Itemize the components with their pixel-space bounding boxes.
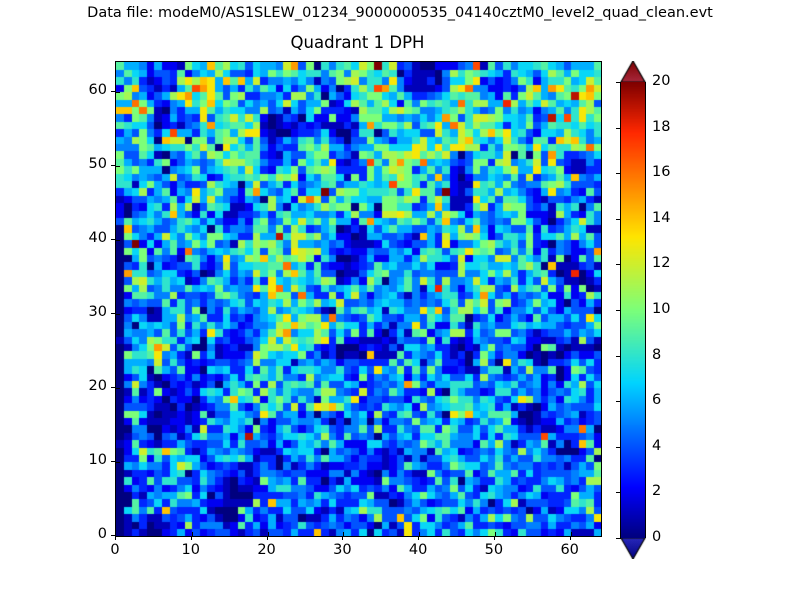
colorbar-tick-mark — [616, 218, 621, 220]
y-tick-label: 50 — [88, 155, 107, 172]
y-tick-mark — [111, 164, 115, 166]
y-tick-inner — [116, 313, 120, 315]
y-tick-label: 30 — [88, 303, 107, 320]
colorbar-tick-mark — [616, 492, 621, 494]
x-tick-label: 20 — [257, 542, 276, 558]
y-tick-mark — [111, 238, 115, 240]
page-title: Quadrant 1 DPH — [290, 33, 425, 52]
x-tick-inner — [191, 532, 193, 536]
y-tick-label: 0 — [97, 526, 107, 542]
y-tick-label: 20 — [88, 377, 107, 394]
y-tick-label: 60 — [88, 81, 107, 98]
x-tick-mark — [190, 536, 192, 540]
y-tick-mark — [111, 535, 115, 536]
x-tick-mark — [418, 536, 420, 540]
x-tick-mark — [569, 536, 571, 540]
colorbar-tick-label: 16 — [652, 164, 671, 181]
x-tick-mark — [493, 536, 495, 540]
x-tick-inner — [570, 532, 572, 536]
colorbar-under-arrow-icon — [620, 538, 646, 559]
colorbar-tick-label: 8 — [652, 346, 662, 363]
y-tick-inner — [116, 387, 120, 389]
colorbar-tick-label: 0 — [652, 529, 662, 545]
x-tick-label: 50 — [484, 542, 504, 558]
x-tick-label: 0 — [110, 542, 120, 558]
colorbar-tick-label: 6 — [652, 392, 662, 409]
y-tick-inner — [116, 91, 120, 93]
colorbar-tick-mark — [616, 82, 621, 83]
colorbar-tick-mark — [616, 401, 621, 403]
x-tick-inner — [267, 532, 269, 536]
y-tick-mark — [111, 312, 115, 314]
x-tick-label: 10 — [181, 542, 200, 558]
colorbar-tick-mark — [616, 446, 621, 448]
y-tick-label: 40 — [88, 229, 107, 246]
x-tick-mark — [115, 536, 116, 540]
colorbar-tick-label: 14 — [652, 209, 671, 226]
colorbar-tick-label: 10 — [652, 301, 671, 317]
data-file-suptitle: Data file: modeM0/AS1SLEW_01234_90000005… — [87, 5, 713, 21]
y-tick-label: 10 — [88, 451, 107, 468]
colorbar[interactable]: 0 2 4 6 8 10 12 14 16 18 20 — [616, 61, 670, 559]
colorbar-tick-label: 20 — [652, 73, 671, 89]
colorbar-over-arrow-icon — [620, 61, 646, 82]
heatmap-axes[interactable] — [115, 61, 602, 537]
y-tick-inner — [116, 461, 120, 463]
x-tick-inner — [343, 532, 345, 536]
colorbar-tick-mark — [616, 355, 621, 357]
colorbar-tick-mark — [616, 173, 621, 175]
colorbar-tick-mark — [616, 264, 621, 266]
x-tick-label: 60 — [560, 542, 579, 558]
x-tick-mark — [266, 536, 268, 540]
y-tick-inner — [116, 239, 120, 241]
x-tick-label: 30 — [333, 542, 352, 558]
x-tick-inner — [419, 532, 421, 536]
colorbar-tick-label: 2 — [652, 483, 662, 500]
colorbar-tick-mark — [616, 538, 621, 539]
x-tick-inner — [494, 532, 496, 536]
y-tick-mark — [111, 460, 115, 462]
colorbar-tick-mark — [616, 127, 621, 129]
colorbar-tick-label: 12 — [652, 255, 671, 272]
colorbar-gradient[interactable] — [620, 82, 646, 538]
dph-heatmap-image[interactable] — [116, 62, 601, 536]
y-tick-mark — [111, 386, 115, 388]
y-tick-inner — [116, 165, 120, 167]
colorbar-tick-label: 4 — [652, 437, 662, 454]
x-tick-label: 40 — [408, 542, 428, 558]
x-tick-mark — [342, 536, 344, 540]
colorbar-tick-label: 18 — [652, 118, 671, 135]
y-tick-mark — [111, 90, 115, 92]
colorbar-tick-mark — [616, 310, 621, 311]
